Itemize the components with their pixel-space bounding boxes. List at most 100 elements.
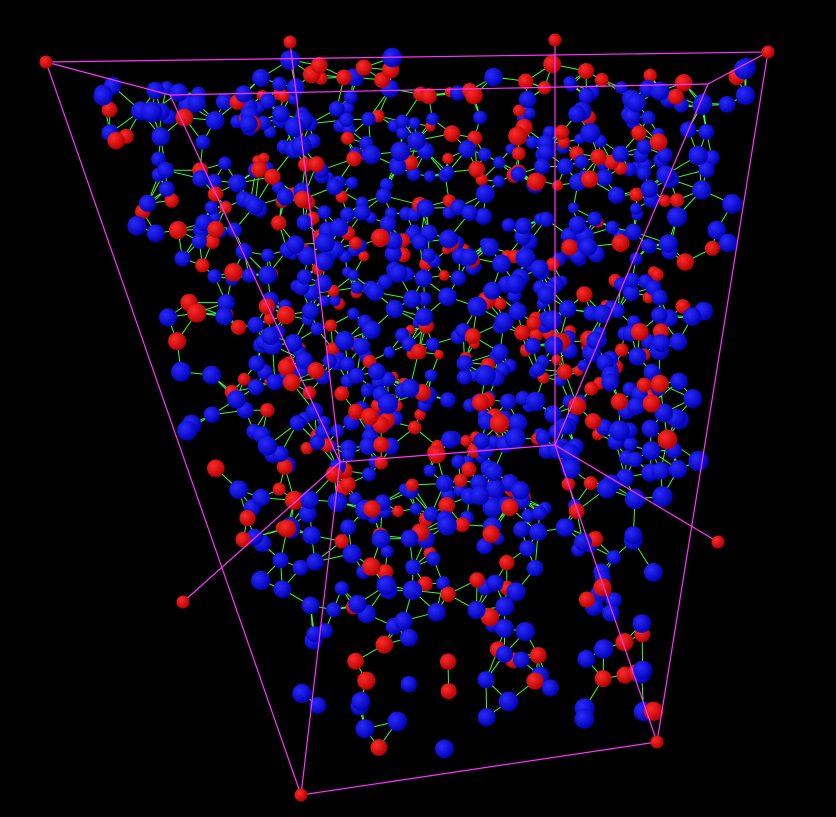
blue-atom	[158, 181, 175, 197]
red-atom	[581, 170, 599, 188]
blue-atom	[377, 393, 399, 414]
blue-atom	[652, 486, 673, 507]
blue-atom	[641, 238, 656, 253]
red-atom	[307, 362, 325, 380]
blue-atom	[427, 603, 446, 622]
red-atom	[643, 68, 657, 83]
blue-atom	[602, 604, 620, 622]
blue-atom	[376, 575, 397, 596]
blue-atom	[441, 430, 459, 449]
blue-atom	[623, 436, 638, 452]
blue-atom	[246, 197, 264, 215]
blue-atom	[259, 93, 276, 110]
red-atom	[454, 517, 470, 532]
blue-atom	[322, 353, 337, 368]
blue-atom	[495, 619, 514, 638]
blue-atom	[426, 112, 439, 126]
blue-atom	[341, 101, 355, 114]
blue-atom	[561, 459, 581, 479]
blue-atom	[362, 467, 376, 482]
blue-atom	[515, 247, 536, 268]
red-atom	[373, 436, 390, 453]
blue-atom	[640, 180, 659, 198]
red-atom	[460, 435, 472, 447]
blue-atom	[139, 194, 157, 212]
blue-atom	[215, 307, 234, 326]
red-atom	[670, 193, 684, 208]
blue-atom	[504, 428, 526, 449]
blue-atom	[261, 248, 275, 262]
blue-atom	[218, 156, 232, 170]
blue-atom	[558, 300, 577, 318]
blue-atom	[530, 259, 549, 278]
blue-atom	[525, 135, 539, 149]
red-atom	[526, 672, 544, 690]
blue-atom	[574, 533, 592, 551]
blue-atom	[408, 117, 421, 130]
blue-atom	[637, 166, 651, 181]
blue-atom	[500, 393, 517, 410]
blue-atom	[423, 170, 436, 183]
blue-atom	[412, 234, 428, 251]
blue-atom	[495, 645, 514, 663]
red-atom	[501, 498, 519, 517]
red-atom	[615, 633, 634, 652]
blue-atom	[485, 479, 505, 499]
blue-atom	[518, 90, 537, 109]
blue-atom	[456, 369, 472, 385]
red-atom	[325, 465, 343, 483]
red-atom	[277, 358, 296, 376]
box-edge	[45, 51, 769, 63]
blue-atom	[473, 110, 487, 125]
blue-atom	[458, 140, 477, 159]
blue-atom	[315, 232, 335, 253]
box-edge	[182, 461, 341, 603]
blue-atom	[329, 295, 341, 307]
blue-atom	[301, 596, 320, 615]
blue-atom	[615, 81, 628, 94]
blue-atom	[440, 392, 456, 408]
red-atom	[439, 653, 457, 670]
corner-atom	[283, 35, 297, 49]
red-atom	[347, 652, 364, 670]
blue-atom	[272, 76, 287, 92]
blue-atom	[361, 386, 373, 398]
blue-atom	[526, 559, 544, 577]
blue-atom	[171, 361, 191, 382]
blue-atom	[605, 220, 619, 235]
red-atom	[258, 152, 270, 164]
red-atom	[278, 519, 297, 538]
blue-atom	[612, 145, 629, 163]
blue-atom	[383, 346, 396, 359]
red-atom	[420, 88, 437, 105]
blue-atom	[494, 312, 514, 332]
box-edge	[45, 61, 171, 96]
blue-atom	[257, 436, 277, 456]
red-atom	[578, 63, 594, 79]
blue-atom	[146, 224, 165, 243]
blue-atom	[435, 474, 454, 493]
blue-atom	[379, 215, 397, 233]
blue-atom	[389, 158, 407, 176]
red-atom	[469, 572, 485, 588]
blue-atom	[205, 111, 225, 130]
red-atom	[578, 591, 596, 608]
red-atom	[440, 586, 456, 602]
corner-atom	[294, 788, 308, 802]
blue-atom	[461, 204, 478, 221]
blue-atom	[587, 211, 603, 227]
box-edge	[45, 61, 302, 796]
blue-atom	[467, 296, 488, 317]
blue-atom	[388, 263, 408, 283]
blue-atom	[436, 576, 450, 591]
blue-atom	[247, 378, 264, 396]
red-atom	[526, 315, 541, 331]
blue-atom	[650, 81, 670, 101]
red-atom	[298, 157, 313, 172]
red-atom	[349, 236, 362, 250]
blue-atom	[624, 488, 646, 510]
blue-atom	[348, 492, 362, 506]
blue-atom	[339, 112, 354, 128]
